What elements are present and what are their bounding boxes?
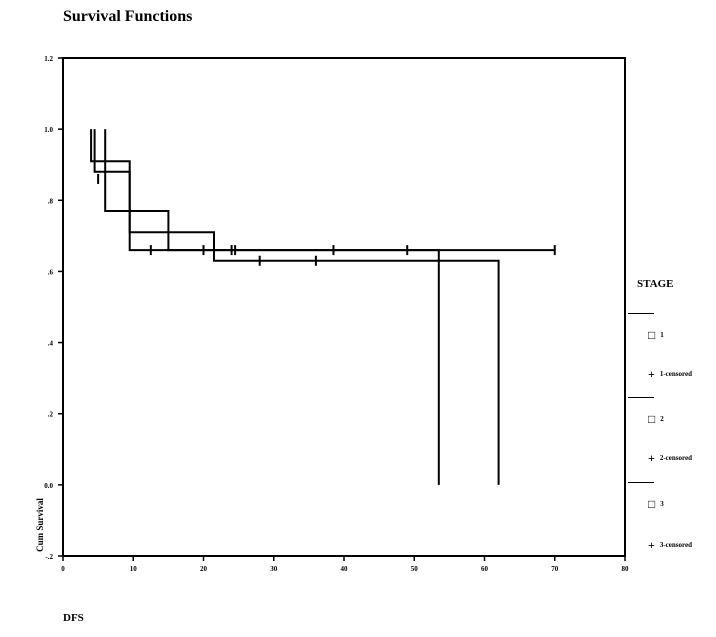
- y-tick-label: 1.0: [44, 126, 53, 134]
- legend-title: STAGE: [637, 278, 674, 290]
- legend-item-label: 1: [660, 331, 664, 339]
- y-tick-label: .6: [48, 268, 54, 276]
- y-tick-label: .4: [48, 340, 54, 348]
- y-tick-label: .8: [48, 197, 54, 205]
- survival-step-line-1: [90, 129, 500, 485]
- plus-marker-icon: +: [648, 538, 655, 552]
- y-tick-label: 0.0: [44, 482, 53, 490]
- legend-item-label: 1-censored: [659, 370, 692, 378]
- legend-item-label: 2-censored: [659, 454, 692, 462]
- legend-item-1: □ 1: [648, 328, 664, 342]
- y-tick-label: .2: [48, 411, 54, 419]
- legend-item-label: 2: [660, 415, 664, 423]
- square-marker-icon: □: [648, 328, 656, 342]
- legend-item-3: □ 3: [648, 497, 664, 511]
- chart-title: Survival Functions: [63, 8, 193, 25]
- legend-item-3-censored: + 3-censored: [648, 538, 692, 552]
- x-tick-label: 50: [411, 565, 419, 573]
- plot-frame: [62, 57, 626, 557]
- x-tick-label: 20: [200, 565, 208, 573]
- legend-item-2: □ 2: [648, 412, 664, 426]
- x-tick-label: 70: [551, 565, 559, 573]
- legend-item-label: 3-censored: [659, 541, 692, 549]
- y-axis-label: Cum Survival: [34, 498, 45, 552]
- legend-item-2-censored: + 2-censored: [648, 451, 692, 465]
- legend-divider: [628, 397, 654, 398]
- x-axis-label: DFS: [63, 612, 84, 624]
- series-layer: [90, 129, 556, 485]
- axis-ticks: 0 10 20 30 40 50 60 70 80 -.2 0.0 .2 .4 .6 .8 1.0 1.2: [44, 55, 629, 573]
- survival-step-line-3: [104, 129, 440, 485]
- x-tick-label: 80: [622, 565, 630, 573]
- legend-divider: [628, 482, 654, 483]
- legend-item-label: 3: [660, 500, 664, 508]
- x-tick-label: 30: [270, 565, 278, 573]
- plus-marker-icon: +: [648, 451, 655, 465]
- x-tick-label: 40: [341, 565, 349, 573]
- y-tick-label: -.2: [45, 553, 53, 561]
- plus-marker-icon: +: [648, 367, 655, 381]
- legend-divider: [628, 313, 654, 314]
- y-tick-label: 1.2: [44, 55, 53, 63]
- x-tick-label: 60: [481, 565, 489, 573]
- x-tick-label: 10: [130, 565, 138, 573]
- x-tick-label: 0: [61, 565, 65, 573]
- square-marker-icon: □: [648, 497, 656, 511]
- legend-item-1-censored: + 1-censored: [648, 367, 692, 381]
- square-marker-icon: □: [648, 412, 656, 426]
